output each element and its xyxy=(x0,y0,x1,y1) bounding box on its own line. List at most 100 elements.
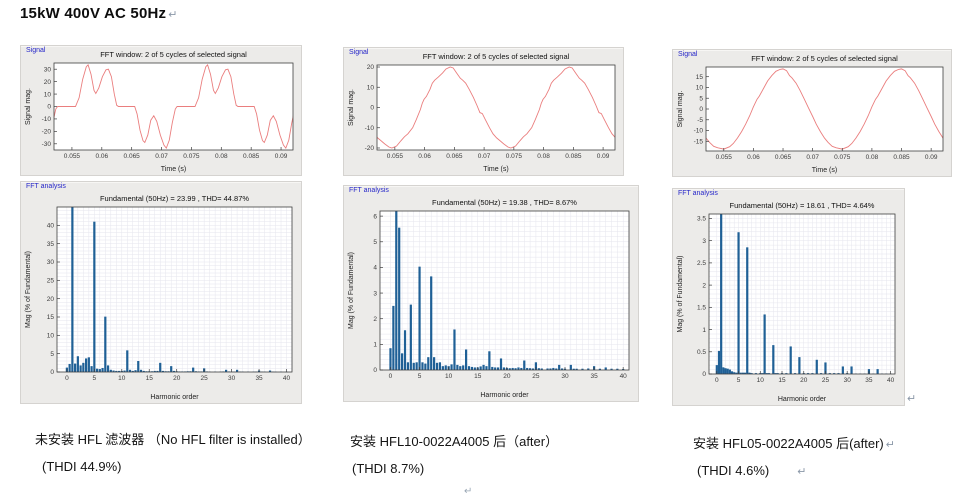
svg-text:40: 40 xyxy=(47,223,55,230)
fft-chart-1: 0 5 10 15 20 25 30 35 40 0 5 10 15 20 25 30 35 40 Fundamen… xyxy=(25,194,293,401)
svg-text:0.055: 0.055 xyxy=(387,153,404,160)
svg-text:0.075: 0.075 xyxy=(506,153,523,160)
svg-text:0.09: 0.09 xyxy=(275,153,288,160)
svg-text:15: 15 xyxy=(47,314,55,321)
caption-panel-3-line-1-text: 安装 HFL05-0022A4005 后(after) xyxy=(693,436,884,451)
signal-group-label-2: Signal xyxy=(349,49,369,56)
svg-text:1.5: 1.5 xyxy=(697,305,706,312)
fft-figure-panel-3: FFT analysis 0 5 10 15 20 25 30 35 40 0 0.5 1 1.5 2 2.… xyxy=(672,188,905,406)
svg-text:FFT window: 2 of 5 cycles of s: FFT window: 2 of 5 cycles of selected si… xyxy=(423,52,570,61)
svg-text:0.06: 0.06 xyxy=(747,154,760,161)
svg-text:0.075: 0.075 xyxy=(183,153,200,160)
signal-figure-panel-2: Signal 0.055 0.06 0.065 0.07 0.075 0.08 0.085 0… xyxy=(343,47,624,176)
svg-text:3.5: 3.5 xyxy=(697,216,706,223)
svg-text:0: 0 xyxy=(715,377,719,384)
svg-text:0.055: 0.055 xyxy=(716,154,733,161)
svg-text:25: 25 xyxy=(201,375,209,382)
svg-text:20: 20 xyxy=(44,79,52,86)
svg-text:FFT window: 2 of 5 cycles of s: FFT window: 2 of 5 cycles of selected si… xyxy=(100,50,247,59)
fft-chart-2: 0 5 10 15 20 25 30 35 40 0 1 2 3 4 5 6 Fundamental (50Hz… xyxy=(348,198,630,399)
svg-text:0: 0 xyxy=(702,371,706,378)
svg-text:Fundamental (50Hz) = 23.99 , T: Fundamental (50Hz) = 23.99 , THD= 44.87% xyxy=(100,194,249,203)
svg-text:5: 5 xyxy=(418,373,422,380)
fft-group-label-3: FFT analysis xyxy=(678,190,718,197)
svg-text:0.065: 0.065 xyxy=(775,154,792,161)
caption-panel-3-thdi-text: (THDI 4.6%) xyxy=(697,463,770,478)
svg-text:0.065: 0.065 xyxy=(446,153,463,160)
svg-text:Time (s): Time (s) xyxy=(161,166,186,173)
svg-text:Mag (% of Fundamental): Mag (% of Fundamental) xyxy=(348,252,355,329)
svg-text:10: 10 xyxy=(757,377,765,384)
svg-text:30: 30 xyxy=(47,259,55,266)
svg-text:0: 0 xyxy=(50,369,54,376)
svg-text:25: 25 xyxy=(47,278,55,285)
svg-text:-5: -5 xyxy=(697,117,703,124)
svg-text:15: 15 xyxy=(474,373,482,380)
svg-text:6: 6 xyxy=(373,213,377,220)
svg-text:Harmonic order: Harmonic order xyxy=(150,394,199,401)
fft-figure-panel-2: FFT analysis 0 5 10 15 20 25 30 35 40 0 1 2 3 4 5 6 Fund… xyxy=(343,185,639,402)
svg-text:-30: -30 xyxy=(42,141,52,148)
caption-panel-3-line-1: 安装 HFL05-0022A4005 后(after) ↵ xyxy=(693,433,895,452)
svg-text:Signal mag.: Signal mag. xyxy=(677,90,684,127)
svg-text:40: 40 xyxy=(283,375,291,382)
caption-panel-2-thdi: (THDI 8.7%) xyxy=(352,461,425,476)
svg-text:0.06: 0.06 xyxy=(95,153,108,160)
svg-text:40: 40 xyxy=(620,373,628,380)
svg-text:3: 3 xyxy=(373,290,377,297)
svg-text:40: 40 xyxy=(887,377,895,384)
svg-text:0.08: 0.08 xyxy=(866,154,879,161)
svg-text:10: 10 xyxy=(445,373,453,380)
svg-text:0.065: 0.065 xyxy=(124,153,141,160)
svg-text:2: 2 xyxy=(373,316,377,323)
svg-text:35: 35 xyxy=(590,373,598,380)
page-title: 15kW 400V AC 50Hz ↵ xyxy=(20,5,178,22)
svg-text:20: 20 xyxy=(800,377,808,384)
fft-group-label-2: FFT analysis xyxy=(349,187,389,194)
page-title-text: 15kW 400V AC 50Hz xyxy=(20,5,167,22)
fft-chart-3: 0 5 10 15 20 25 30 35 40 0 0.5 1 1.5 2 2.5 3 3.5 Fundamen… xyxy=(677,201,896,403)
svg-text:35: 35 xyxy=(47,241,55,248)
svg-text:1: 1 xyxy=(702,327,706,334)
svg-text:0: 0 xyxy=(370,105,374,112)
svg-text:30: 30 xyxy=(228,375,236,382)
caption-panel-2-line-1: 安装 HFL10-0022A4005 后（after） xyxy=(350,434,559,449)
svg-text:15: 15 xyxy=(696,74,704,81)
svg-text:4: 4 xyxy=(373,265,377,272)
svg-text:0.085: 0.085 xyxy=(565,153,582,160)
svg-text:0: 0 xyxy=(389,373,393,380)
signal-group-label-3: Signal xyxy=(678,51,698,58)
svg-text:0.08: 0.08 xyxy=(537,153,550,160)
svg-text:0: 0 xyxy=(373,367,377,374)
svg-text:15: 15 xyxy=(778,377,786,384)
svg-text:2.5: 2.5 xyxy=(697,260,706,267)
svg-text:-20: -20 xyxy=(365,145,375,152)
svg-text:Mag (% of Fundamental): Mag (% of Fundamental) xyxy=(25,251,32,328)
svg-text:20: 20 xyxy=(173,375,181,382)
svg-text:25: 25 xyxy=(532,373,540,380)
svg-text:-10: -10 xyxy=(42,116,52,123)
caption-panel-1-thdi: (THDI 44.9%) xyxy=(42,459,122,474)
svg-text:35: 35 xyxy=(255,375,263,382)
svg-text:FFT window: 2 of 5 cycles of s: FFT window: 2 of 5 cycles of selected si… xyxy=(751,54,898,63)
svg-text:30: 30 xyxy=(844,377,852,384)
svg-text:5: 5 xyxy=(50,351,54,358)
fft-figure-panel-1: FFT analysis 0 5 10 15 20 25 30 35 40 0 5 10 15 20 25 3… xyxy=(20,181,302,404)
signal-chart-1: 0.055 0.06 0.065 0.07 0.075 0.08 0.085 0.09 -30 -… xyxy=(25,50,294,173)
fft-group-label-1: FFT analysis xyxy=(26,183,66,190)
svg-text:-20: -20 xyxy=(42,129,52,136)
paragraph-return-icon: ↵ xyxy=(168,9,178,21)
svg-text:0.07: 0.07 xyxy=(806,154,819,161)
svg-text:2: 2 xyxy=(702,282,706,289)
svg-text:30: 30 xyxy=(561,373,569,380)
svg-text:10: 10 xyxy=(44,91,52,98)
svg-text:Time (s): Time (s) xyxy=(483,166,508,173)
svg-text:0.09: 0.09 xyxy=(597,153,610,160)
svg-text:20: 20 xyxy=(503,373,511,380)
svg-text:Fundamental (50Hz) = 18.61 , T: Fundamental (50Hz) = 18.61 , THD= 4.64% xyxy=(730,201,875,210)
svg-text:5: 5 xyxy=(93,375,97,382)
svg-text:0: 0 xyxy=(47,104,51,111)
svg-text:Harmonic order: Harmonic order xyxy=(480,392,529,399)
svg-text:5: 5 xyxy=(373,239,377,246)
